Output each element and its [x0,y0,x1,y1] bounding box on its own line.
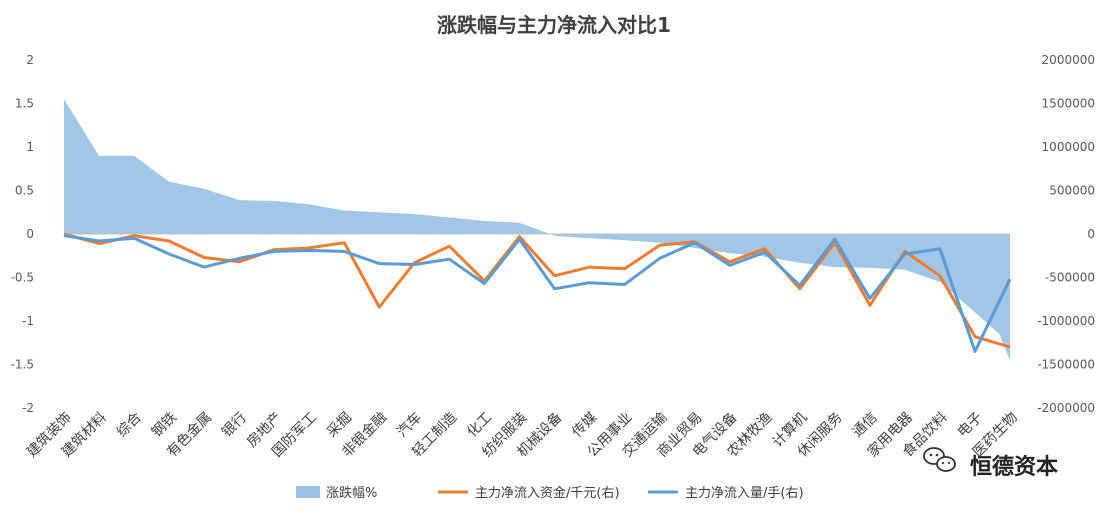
y-right-tick-label: 0 [1087,227,1095,241]
watermark-text: 恒德资本 [970,454,1058,480]
x-category-label: 银行 [219,410,250,441]
y-left-tick-label: 0 [26,227,34,241]
legend-swatch-area [296,486,320,498]
y-left-tick-label: 1.5 [15,97,34,111]
wechat-icon [923,447,956,472]
x-category-label: 化工 [464,410,495,441]
y-right-tick-label: 500000 [1049,184,1095,198]
y-left-tick-label: -2 [22,401,34,415]
watermark: 恒德资本 [923,447,1058,480]
x-category-label: 钢铁 [149,410,180,441]
y-left-tick-label: -0.5 [11,271,34,285]
chart-title: 涨跌幅与主力净流入对比1 [437,13,671,37]
y-left-tick-label: -1.5 [11,358,34,372]
y-left-tick-label: 0.5 [15,184,34,198]
x-category-label: 通信 [850,410,881,441]
y-right-tick-label: 2000000 [1042,53,1095,67]
y-left-tick-label: 2 [26,53,34,67]
x-category-label: 传媒 [569,410,600,441]
y-left-tick-label: 1 [26,140,34,154]
legend-label-blue: 主力净流入量/手(右) [685,486,804,501]
x-category-label: 采掘 [324,410,355,441]
y-right-tick-label: -1000000 [1037,314,1095,328]
y-right-tick-label: 1000000 [1042,140,1095,154]
x-category-label: 电子 [955,410,986,441]
y-right-tick-label: -1500000 [1037,358,1095,372]
legend-label-area: 涨跌幅% [326,485,377,501]
x-category-label: 综合 [114,410,145,441]
y-right-tick-label: 1500000 [1042,97,1095,111]
y-right-tick-label: -2000000 [1037,401,1095,415]
legend-label-orange: 主力净流入资金/千元(右) [475,485,620,501]
legend: 涨跌幅% 主力净流入资金/千元(右) 主力净流入量/手(右) [296,485,804,501]
line-series-net-capital [63,232,1011,349]
y-right-tick-label: -500000 [1045,271,1095,285]
line-series-net-volume [63,234,1012,353]
area-series-change-pct [64,99,1010,361]
y-left-tick-label: -1 [22,314,34,328]
x-category-label: 汽车 [393,409,425,441]
